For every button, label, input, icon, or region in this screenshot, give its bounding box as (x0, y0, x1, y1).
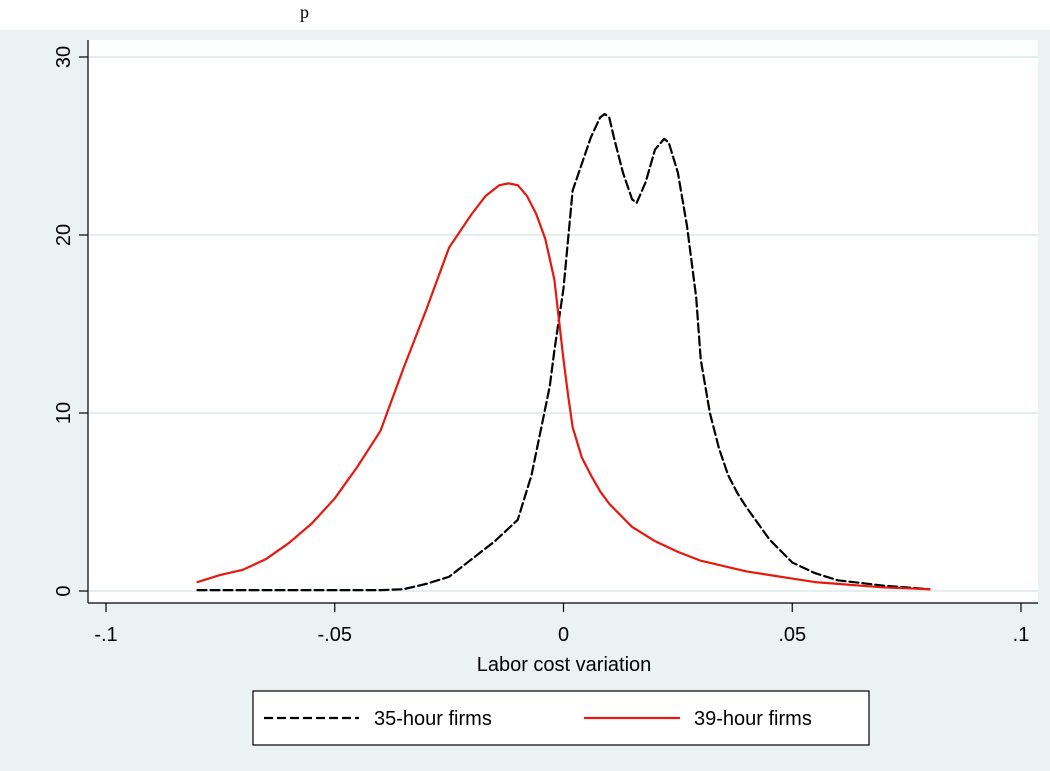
header-text: p (300, 2, 309, 22)
legend-label-1: 35-hour firms (374, 708, 492, 730)
plot-area (88, 40, 1038, 603)
x-axis-label: Labor cost variation (477, 654, 652, 676)
x-tick-label: -.1 (94, 624, 117, 646)
x-tick-label: .05 (778, 624, 806, 646)
x-tick-label: 0 (558, 624, 569, 646)
x-tick-label: .1 (1013, 624, 1030, 646)
series-line-2 (196, 182, 931, 591)
series-layer (196, 112, 931, 592)
legend: 35-hour firms 39-hour firms (252, 690, 870, 746)
series-line-1 (196, 112, 931, 592)
grid-lines (88, 56, 1038, 592)
axes: 0 10 20 30 -.1 -.05 0 .05 .1 (53, 40, 1038, 646)
legend-label-2: 39-hour firms (694, 708, 812, 730)
y-tick-label: 0 (53, 585, 75, 596)
y-tick-label: 20 (53, 224, 75, 246)
x-tick-label: -.05 (318, 624, 352, 646)
y-tick-label: 10 (53, 402, 75, 424)
y-tick-label: 30 (53, 46, 75, 68)
header-text-strip: p (0, 0, 1050, 30)
